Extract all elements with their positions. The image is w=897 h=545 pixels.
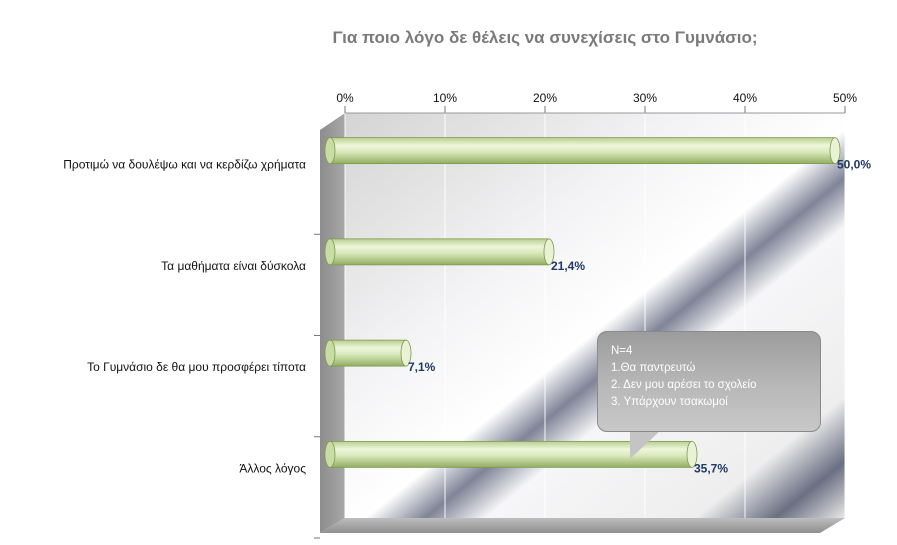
x-tick-label: 50%: [833, 91, 857, 105]
chart-title: Για ποιο λόγο δε θέλεις να συνεχίσεις στ…: [332, 28, 758, 47]
bar: [324, 238, 555, 266]
callout-tail: [630, 429, 662, 459]
bar-body: [329, 339, 407, 367]
floor: [320, 518, 845, 533]
bar: [324, 137, 841, 165]
bar-cap-start: [324, 339, 336, 367]
x-tick-label: 0%: [336, 91, 354, 105]
annotation-callout: N=4 1.Θα παντρευτώ 2. Δεν μου αρέσει το …: [597, 331, 821, 432]
bar-cap-start: [324, 238, 336, 266]
data-label: 35,7%: [694, 461, 728, 475]
bar-cap-end: [543, 238, 555, 266]
category-label: Άλλος λόγος: [239, 461, 306, 475]
x-tick-label: 10%: [433, 91, 457, 105]
bar-cap-start: [324, 137, 336, 165]
callout-line: 2. Δεν μου αρέσει το σχολείο: [611, 379, 757, 391]
bar-cap-end: [829, 137, 841, 165]
x-tick-label: 20%: [533, 91, 557, 105]
plot-wall: [320, 113, 845, 533]
callout-line: 1.Θα παντρευτώ: [611, 362, 696, 374]
x-tick-label: 40%: [733, 91, 757, 105]
data-label: 50,0%: [837, 158, 871, 172]
bar-body: [329, 137, 836, 165]
bar-cap-end: [400, 339, 412, 367]
bars: 50,0% 21,4% 7,1% 35,7%: [324, 137, 871, 475]
bar-cap-end: [686, 440, 698, 468]
category-labels: Προτιμώ να δουλέψω και να κερδίζω χρήματ…: [63, 158, 320, 539]
data-label: 7,1%: [408, 360, 436, 374]
x-axis-ticks: 0% 10% 20% 30% 40% 50%: [336, 91, 857, 114]
category-label: Προτιμώ να δουλέψω και να κερδίζω χρήματ…: [63, 158, 306, 172]
category-label: Το Γυμνάσιο δε θα μου προσφέρει τίποτα: [87, 360, 306, 374]
bar-body: [329, 238, 550, 266]
callout-line: N=4: [611, 345, 633, 357]
x-tick-label: 30%: [633, 91, 657, 105]
bar-cap-start: [324, 440, 336, 468]
data-label: 21,4%: [551, 259, 585, 273]
callout-line: 3. Υπάρχουν τσακωμοί: [611, 396, 728, 408]
side-wall: [320, 113, 345, 533]
bar: [324, 339, 412, 367]
category-label: Τα μαθήματα είναι δύσκολα: [161, 259, 306, 273]
